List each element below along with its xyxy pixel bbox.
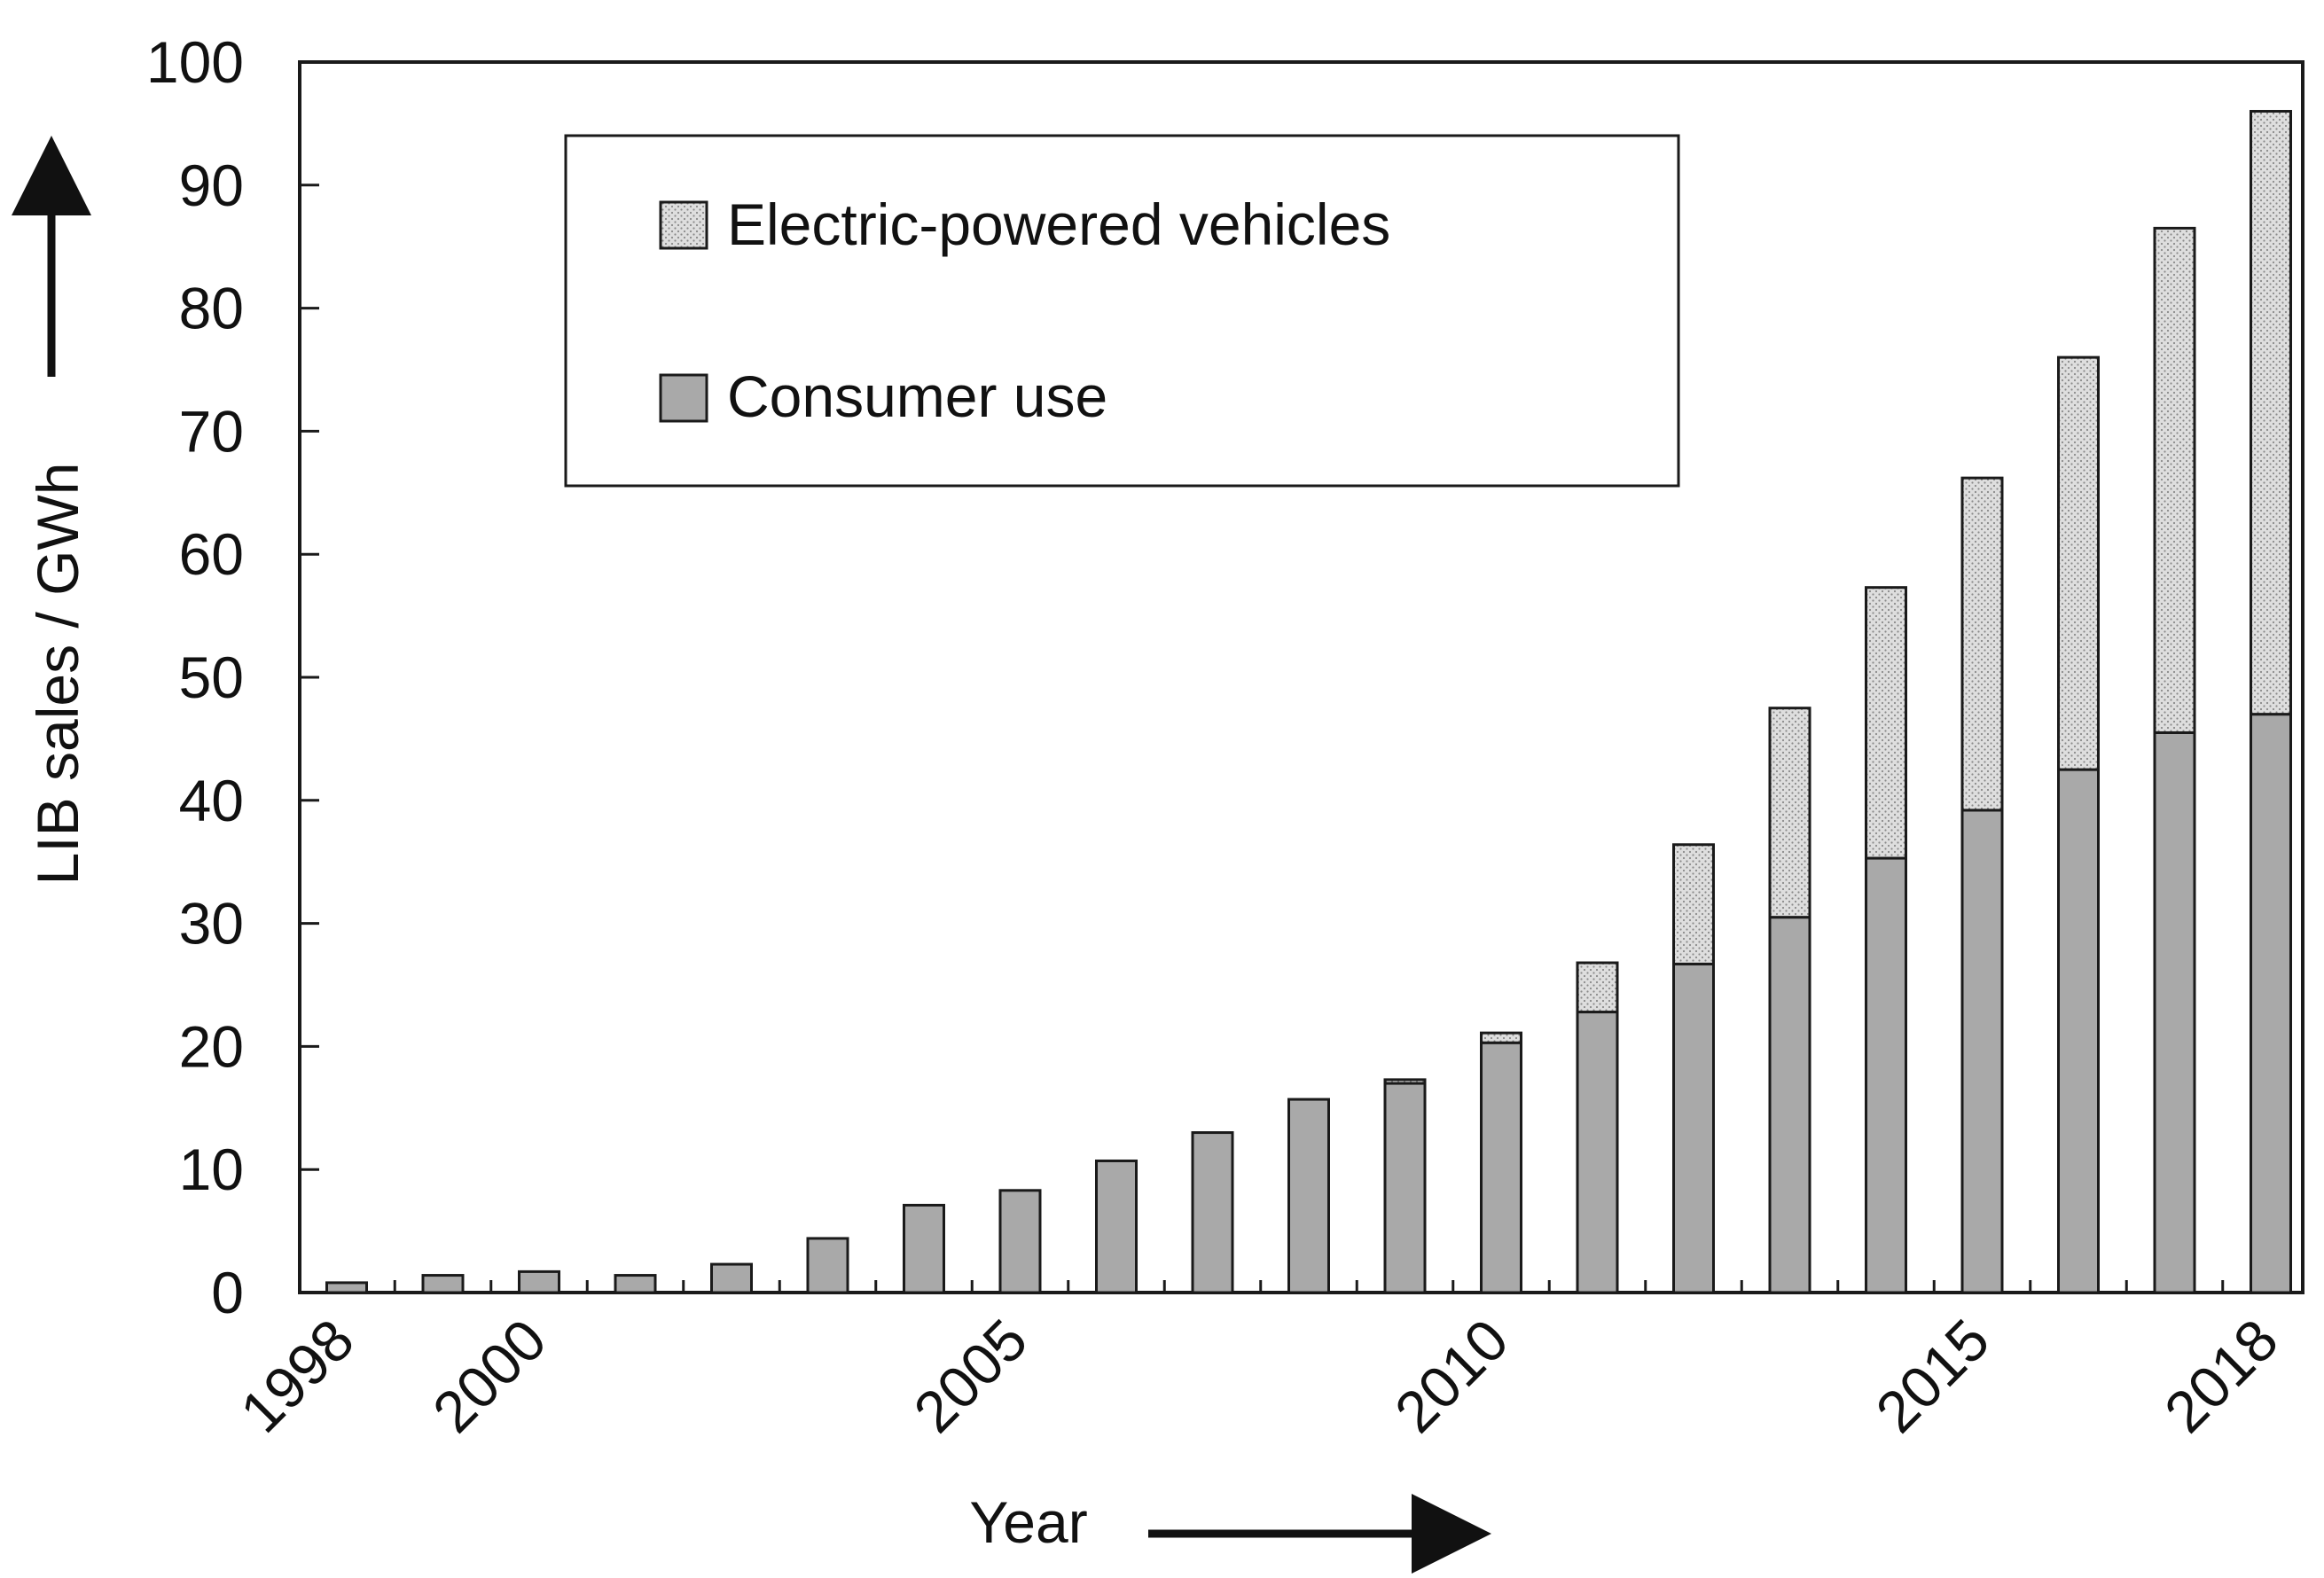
- legend-label-consumer: Consumer use: [727, 363, 1107, 429]
- bar-consumer-2003: [806, 1237, 849, 1294]
- bar-ev-2010: [1480, 1031, 1522, 1044]
- y-tick-label: 60: [179, 521, 244, 587]
- x-tick-label-2000: 2000: [420, 1307, 559, 1445]
- y-tick-label: 100: [146, 29, 244, 95]
- legend-label-ev: Electric-powered vehicles: [727, 191, 1390, 257]
- bar-ev-2015: [1960, 476, 2004, 812]
- y-tick-label: 90: [179, 152, 244, 218]
- bar-consumer-2007: [1191, 1131, 1234, 1294]
- x-tick-label-2010: 2010: [1382, 1307, 1521, 1445]
- bar-ev-2014: [1865, 586, 1907, 860]
- bar-consumer-2017: [2153, 730, 2196, 1294]
- x-tick-label-2015: 2015: [1863, 1307, 2001, 1445]
- bar-consumer-2004: [903, 1203, 945, 1294]
- bar-ev-2012: [1672, 843, 1715, 965]
- bar-ev-2018: [2250, 110, 2292, 716]
- y-axis-ticks: 0 10 20 30 40 50 60 70 80 90 100: [146, 29, 319, 1325]
- bar-ev-2017: [2153, 226, 2196, 734]
- y-tick-label: 10: [179, 1137, 244, 1202]
- bar-ev-2016: [2057, 355, 2100, 771]
- bar-consumer-1998: [325, 1281, 368, 1294]
- bar-consumer-2010: [1480, 1041, 1522, 1294]
- legend-swatch-consumer: [659, 373, 708, 423]
- y-axis-title: LIB sales / GWh: [25, 463, 90, 886]
- bar-ev-2013: [1768, 707, 1811, 919]
- bar-consumer-2001: [614, 1274, 657, 1294]
- bar-consumer-1999: [421, 1274, 465, 1294]
- bar-consumer-2000: [518, 1269, 560, 1294]
- bars: [325, 110, 2292, 1294]
- bar-consumer-2009: [1383, 1082, 1427, 1294]
- y-tick-label: 70: [179, 398, 244, 464]
- x-axis-title: Year: [969, 1489, 1087, 1555]
- y-tick-label: 80: [179, 276, 244, 341]
- bar-ev-2011: [1576, 961, 1619, 1014]
- legend: Electric-powered vehicles Consumer use: [564, 134, 1680, 488]
- bar-consumer-2002: [710, 1262, 753, 1294]
- x-tick-label-2018: 2018: [2152, 1307, 2290, 1445]
- bar-consumer-2005: [998, 1189, 1042, 1294]
- bar-consumer-2018: [2250, 713, 2292, 1294]
- y-tick-label: 20: [179, 1013, 244, 1079]
- y-tick-label: 50: [179, 644, 244, 710]
- x-tick-label-2005: 2005: [901, 1307, 1039, 1445]
- legend-box: [564, 134, 1680, 488]
- x-tick-label-1998: 1998: [228, 1307, 366, 1445]
- bar-ev-2009: [1383, 1078, 1427, 1085]
- bar-consumer-2006: [1095, 1159, 1138, 1294]
- bar-consumer-2015: [1960, 809, 2004, 1294]
- y-tick-label: 40: [179, 768, 244, 833]
- bar-consumer-2013: [1768, 916, 1811, 1294]
- legend-swatch-ev: [659, 200, 708, 250]
- bar-consumer-2014: [1865, 856, 1907, 1294]
- bar-consumer-2011: [1576, 1011, 1619, 1294]
- x-axis-ticks: 1998 2000 2005 2010 2015 2018: [228, 1280, 2290, 1445]
- bar-consumer-2016: [2057, 768, 2100, 1294]
- bar-consumer-2012: [1672, 962, 1715, 1294]
- y-tick-label: 30: [179, 891, 244, 957]
- bar-consumer-2008: [1287, 1098, 1330, 1294]
- y-tick-label: 0: [211, 1260, 244, 1325]
